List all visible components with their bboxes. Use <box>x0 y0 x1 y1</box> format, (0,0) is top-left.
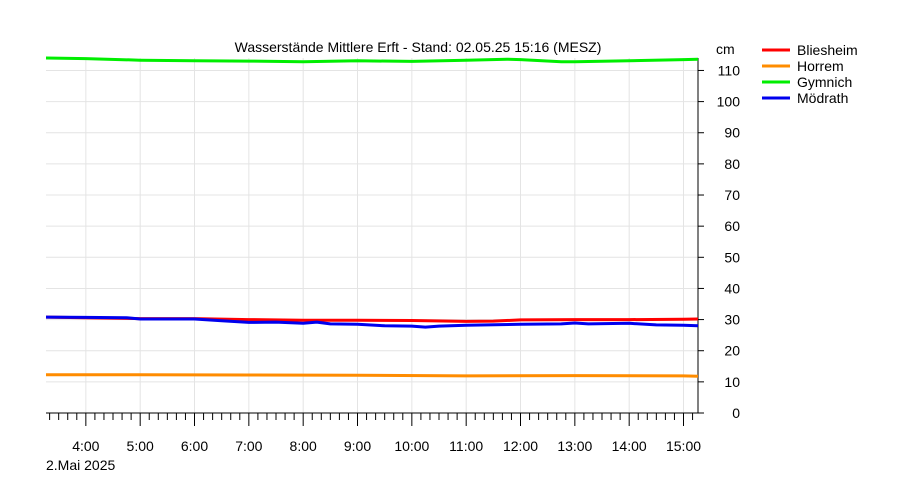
x-tick-label: 8:00 <box>290 438 317 454</box>
series-lines <box>45 56 699 378</box>
y-axis-unit: cm <box>716 41 735 57</box>
y-tick-label: 80 <box>724 156 740 172</box>
grid <box>46 58 698 414</box>
y-tick-label: 110 <box>718 62 741 78</box>
x-tick-label: 12:00 <box>503 438 538 454</box>
date-label: 2.Mai 2025 <box>46 457 115 473</box>
y-tick-label: 70 <box>724 187 740 203</box>
legend-label: Gymnich <box>797 74 852 90</box>
y-tick-label: 40 <box>724 280 740 296</box>
y-tick-label: 100 <box>717 94 741 110</box>
y-tick-label: 10 <box>724 374 740 390</box>
x-tick-label: 9:00 <box>344 438 371 454</box>
y-tick-label: 0 <box>732 405 740 421</box>
y-tick-label: 60 <box>724 218 740 234</box>
x-tick-label: 4:00 <box>72 438 99 454</box>
legend-label: Mödrath <box>797 90 848 106</box>
x-tick-label: 14:00 <box>612 438 647 454</box>
series-line-horrem <box>46 373 699 378</box>
x-tick-label: 15:00 <box>666 438 701 454</box>
legend-label: Horrem <box>797 58 844 74</box>
series-line-gymnich <box>45 56 699 64</box>
x-tick-label: 7:00 <box>235 438 262 454</box>
y-tick-label: 50 <box>724 249 740 265</box>
x-tick-label: 5:00 <box>127 438 154 454</box>
chart-title: Wasserstände Mittlere Erft - Stand: 02.0… <box>235 39 602 55</box>
series-line-mödrath <box>45 315 699 329</box>
legend-label: Bliesheim <box>797 42 858 58</box>
axes: 0 10 20 30 40 50 60 70 80 90 100 110 4:00 5:00 6:00 7:0… <box>46 58 740 454</box>
x-tick-label: 10:00 <box>394 438 429 454</box>
y-tick-label: 90 <box>724 125 740 141</box>
x-tick-label: 6:00 <box>181 438 208 454</box>
y-tick-label: 20 <box>724 343 740 359</box>
y-tick-label: 30 <box>724 312 740 328</box>
x-tick-label: 11:00 <box>449 438 483 454</box>
x-tick-label: 13:00 <box>557 438 592 454</box>
